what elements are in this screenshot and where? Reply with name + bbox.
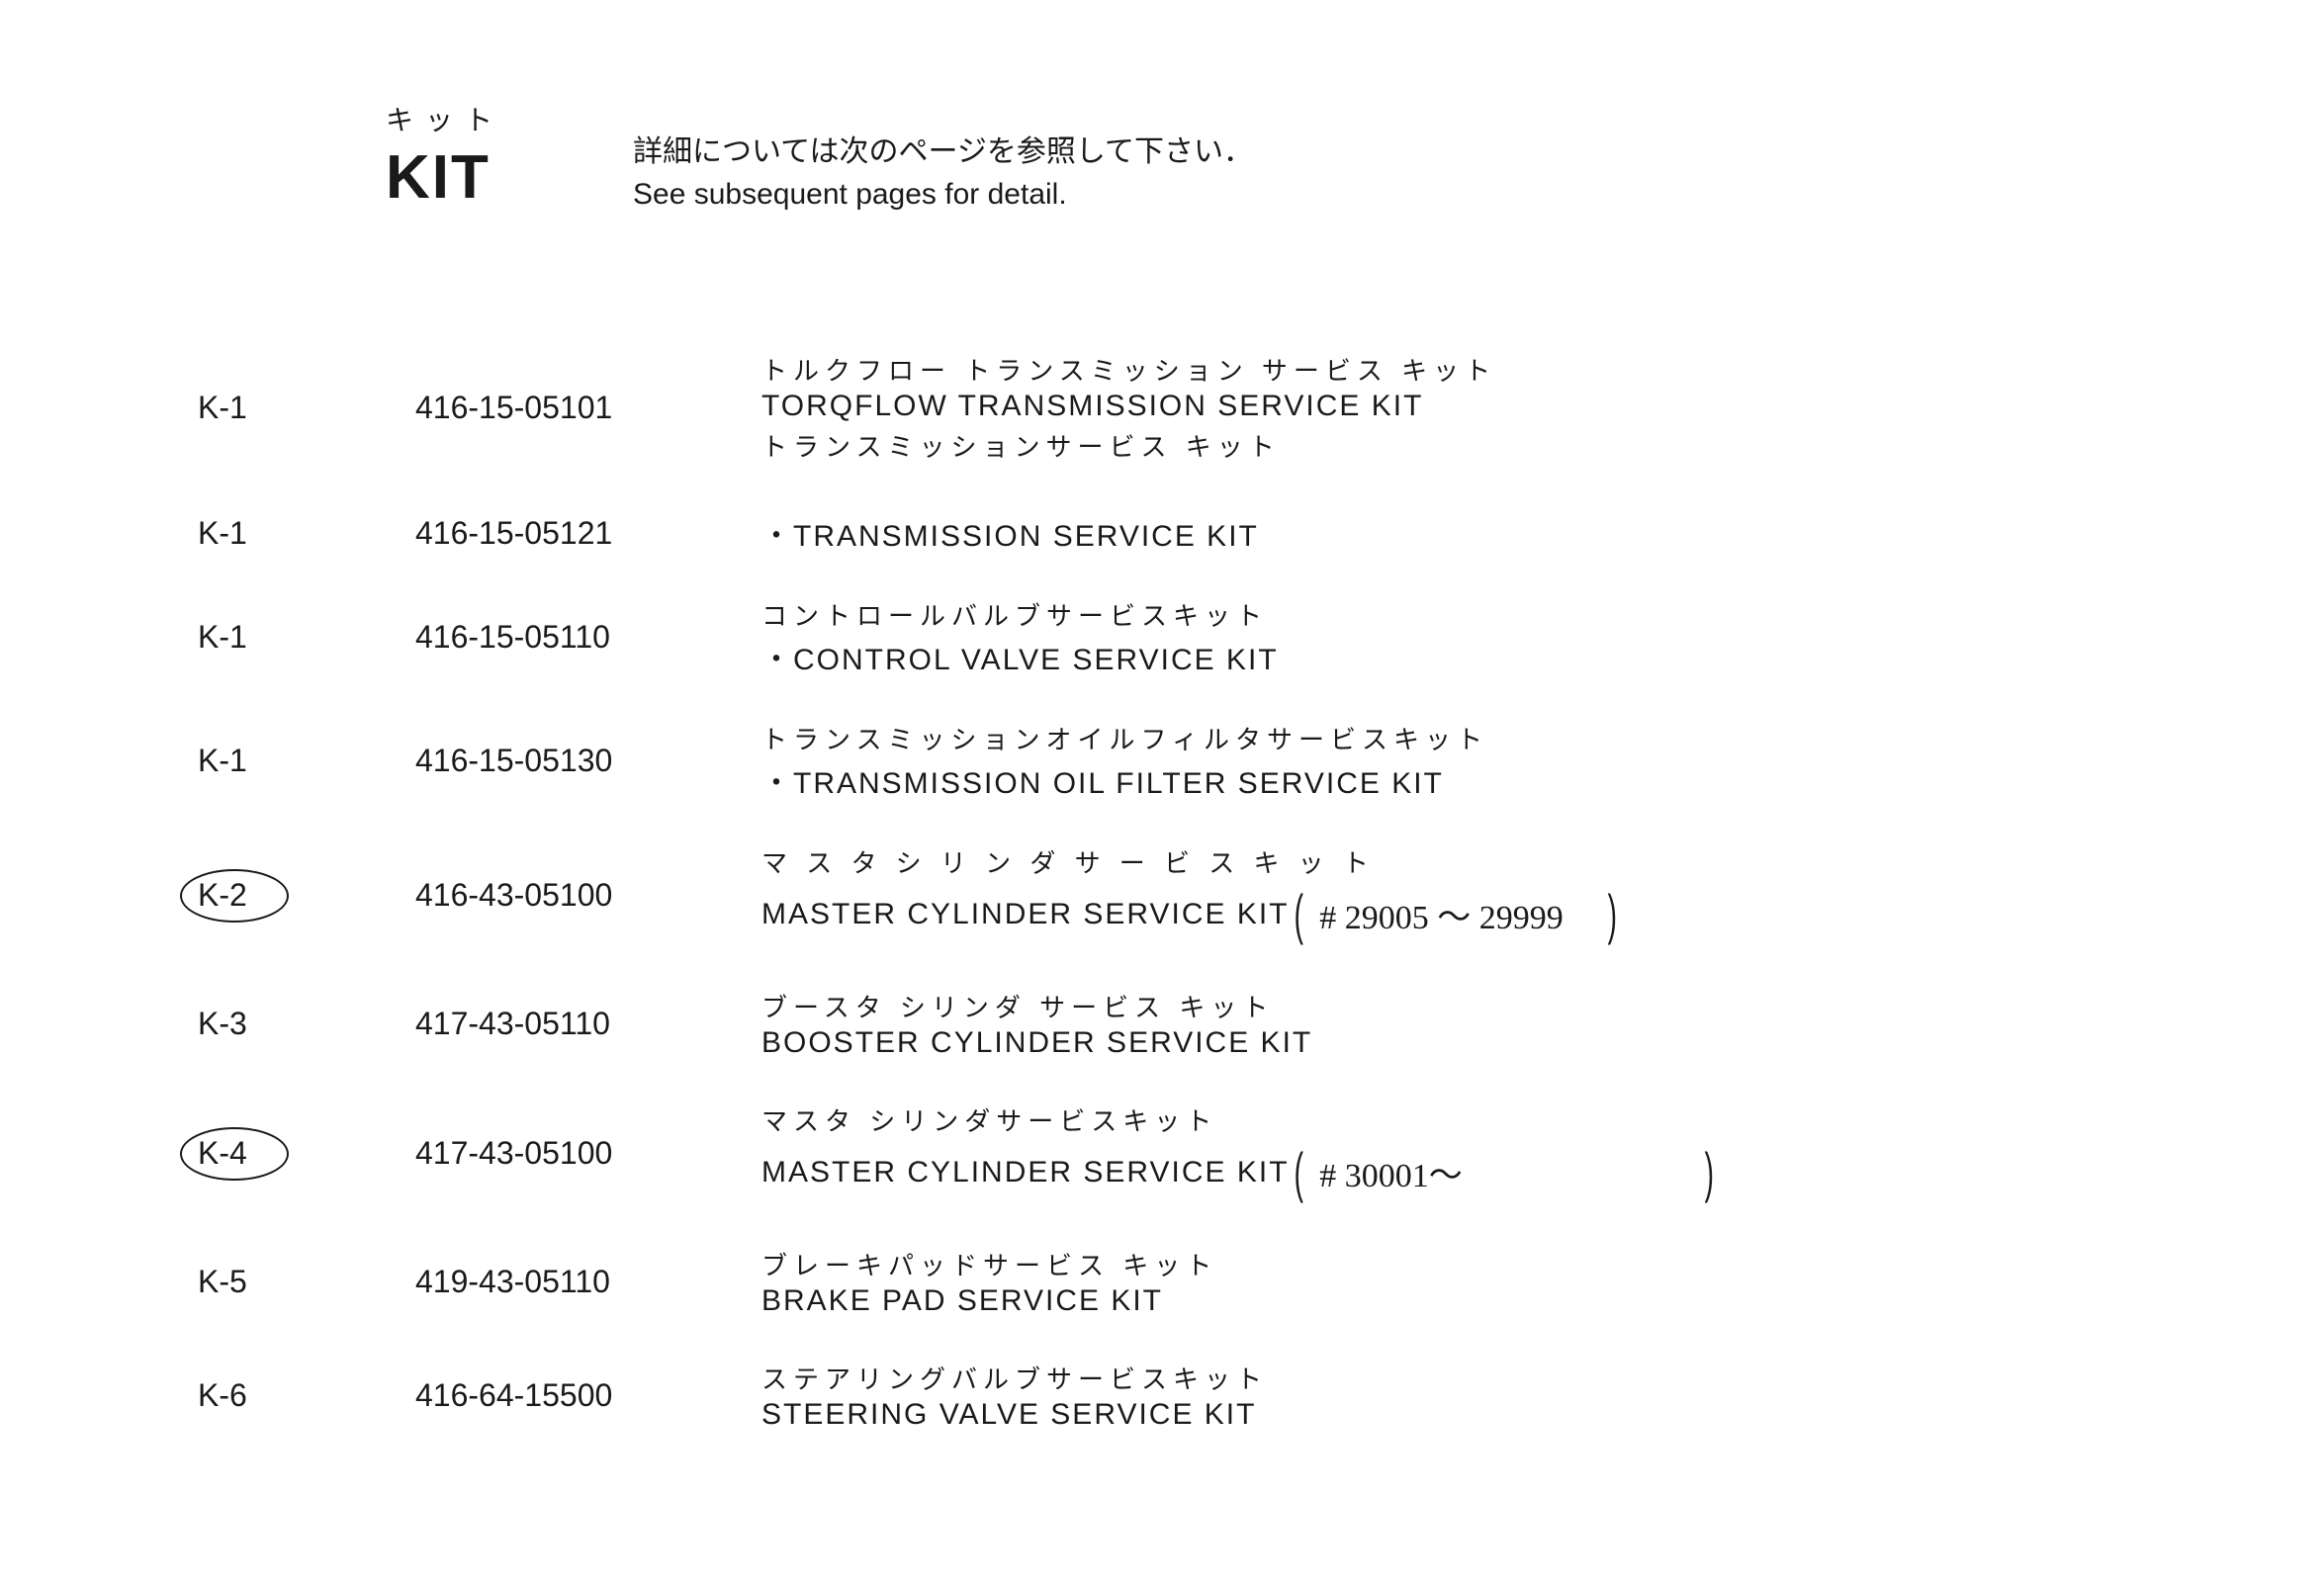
kit-code-text: K-5 (198, 1264, 247, 1300)
handwritten-note: # 30001〜 (1319, 1148, 1463, 1196)
description-jp: マスタ シリンダサービスキット (761, 1101, 2146, 1138)
kit-code: K-1 (198, 619, 415, 656)
table-row: K-1416-15-05101トルクフロー トランスミッション サービス キット… (198, 351, 2146, 464)
description-en: STEERING VALVE SERVICE KIT (761, 1398, 1256, 1432)
handwritten-note: # 29005 〜 29999 (1319, 890, 1564, 938)
header-note-jp: 詳細については次のページを参照して下さい． (633, 127, 1253, 170)
description: マスタ シリンダサービスキットMASTER CYLINDER SERVICE K… (682, 1101, 2146, 1204)
header-note-en: See subsequent pages for detail. (633, 178, 1253, 212)
description: ブレーキパッドサービス キットBRAKE PAD SERVICE KIT (682, 1246, 2146, 1318)
description: ステアリングバルブサービスキットSTEERING VALVE SERVICE K… (682, 1360, 2146, 1432)
part-number: 416-43-05100 (415, 877, 682, 914)
header-note: 詳細については次のページを参照して下さい． See subsequent pag… (633, 99, 1253, 212)
description-jp: トルクフロー トランスミッション サービス キット (761, 351, 2146, 388)
description-en-line: ・CONTROL VALVE SERVICE KIT (761, 635, 2146, 678)
description-jp: ブースタ シリンダ サービス キット (761, 988, 2146, 1024)
description: ブースタ シリンダ サービス キットBOOSTER CYLINDER SERVI… (682, 988, 2146, 1060)
part-number: 417-43-05110 (415, 1006, 682, 1042)
handwritten-paren-right: ) (1607, 882, 1616, 946)
part-number: 417-43-05100 (415, 1135, 682, 1172)
description-en-line: STEERING VALVE SERVICE KIT (761, 1398, 2146, 1432)
description-jp2: トランスミッションサービス キット (761, 427, 2146, 464)
description-en: MASTER CYLINDER SERVICE KIT (761, 898, 1290, 931)
description-en-line: MASTER CYLINDER SERVICE KIT( # 30001〜) (761, 1140, 2146, 1204)
part-number: 416-64-15500 (415, 1377, 682, 1414)
description-en-line: ・TRANSMISSION SERVICE KIT (761, 511, 2146, 555)
table-row: K-5419-43-05110ブレーキパッドサービス キットBRAKE PAD … (198, 1246, 2146, 1318)
description-en-line: TORQFLOW TRANSMISSION SERVICE KIT (761, 390, 2146, 423)
kit-code: K-2 (198, 877, 415, 914)
description-jp: ブレーキパッドサービス キット (761, 1246, 2146, 1282)
kit-label-en: KIT (386, 142, 504, 213)
handwritten-paren-left: ( (1294, 1140, 1302, 1204)
kit-code: K-1 (198, 515, 415, 552)
table-row: K-1 416-15-05121 ・TRANSMISSION SERVICE KIT (198, 511, 2146, 555)
description-en: TORQFLOW TRANSMISSION SERVICE KIT (761, 390, 1423, 423)
description-en: ・TRANSMISSION OIL FILTER SERVICE KIT (761, 758, 1444, 802)
description: コントロールバルブサービスキット・CONTROL VALVE SERVICE K… (682, 596, 2146, 678)
kit-code-text: K-1 (198, 515, 247, 552)
description-en-line: BOOSTER CYLINDER SERVICE KIT (761, 1026, 2146, 1060)
description: マ ス タ シ リ ン ダ サ ー ビ ス キ ッ トMASTER CYLIND… (682, 843, 2146, 946)
handwritten-paren-left: ( (1294, 882, 1302, 946)
table-row: K-1416-15-05110コントロールバルブサービスキット・CONTROL … (198, 596, 2146, 678)
description-jp: トランスミッションオイルフィルタサービスキット (761, 720, 2146, 756)
kit-code: K-5 (198, 1264, 415, 1300)
description-en-line: ・TRANSMISSION OIL FILTER SERVICE KIT (761, 758, 2146, 802)
kit-code-text: K-6 (198, 1377, 247, 1414)
kit-code: K-6 (198, 1377, 415, 1414)
table-row: K-6416-64-15500ステアリングバルブサービスキットSTEERING … (198, 1360, 2146, 1432)
kit-table: K-1416-15-05101トルクフロー トランスミッション サービス キット… (198, 351, 2146, 1432)
part-number: 416-15-05121 (415, 515, 682, 552)
table-row: K-1416-15-05130トランスミッションオイルフィルタサービスキット・T… (198, 720, 2146, 802)
description-en: BRAKE PAD SERVICE KIT (761, 1284, 1163, 1318)
kit-label-jp: キット (386, 99, 504, 138)
part-number: 416-15-05130 (415, 743, 682, 779)
table-row: K-3417-43-05110ブースタ シリンダ サービス キットBOOSTER… (198, 988, 2146, 1060)
description: トランスミッションオイルフィルタサービスキット・TRANSMISSION OIL… (682, 720, 2146, 802)
kit-code-text: K-2 (198, 877, 247, 914)
description: ・TRANSMISSION SERVICE KIT (682, 511, 2146, 555)
kit-code-text: K-3 (198, 1006, 247, 1042)
kit-code: K-4 (198, 1135, 415, 1172)
header: キット KIT 詳細については次のページを参照して下さい． See subseq… (386, 99, 2146, 213)
kit-code-text: K-4 (198, 1135, 247, 1172)
kit-code: K-1 (198, 743, 415, 779)
description-en-line: MASTER CYLINDER SERVICE KIT( # 29005 〜 29… (761, 882, 2146, 946)
table-row: K-2416-43-05100マ ス タ シ リ ン ダ サ ー ビ ス キ ッ… (198, 843, 2146, 946)
kit-code-text: K-1 (198, 390, 247, 426)
part-number: 419-43-05110 (415, 1264, 682, 1300)
handwritten-paren-right: ) (1704, 1140, 1713, 1204)
part-number: 416-15-05101 (415, 390, 682, 426)
description-en: ・TRANSMISSION SERVICE KIT (761, 511, 1259, 555)
part-number: 416-15-05110 (415, 619, 682, 656)
description-jp: コントロールバルブサービスキット (761, 596, 2146, 633)
description: トルクフロー トランスミッション サービス キットTORQFLOW TRANSM… (682, 351, 2146, 464)
description-en: ・CONTROL VALVE SERVICE KIT (761, 635, 1279, 678)
description-en: MASTER CYLINDER SERVICE KIT (761, 1156, 1290, 1189)
table-row: K-4417-43-05100マスタ シリンダサービスキットMASTER CYL… (198, 1101, 2146, 1204)
kit-code: K-3 (198, 1006, 415, 1042)
kit-code-text: K-1 (198, 743, 247, 779)
kit-label: キット KIT (386, 99, 504, 213)
description-jp: ステアリングバルブサービスキット (761, 1360, 2146, 1396)
kit-code-text: K-1 (198, 619, 247, 656)
description-en: BOOSTER CYLINDER SERVICE KIT (761, 1026, 1312, 1060)
kit-code: K-1 (198, 390, 415, 426)
description-jp: マ ス タ シ リ ン ダ サ ー ビ ス キ ッ ト (761, 843, 2146, 880)
description-en-line: BRAKE PAD SERVICE KIT (761, 1284, 2146, 1318)
